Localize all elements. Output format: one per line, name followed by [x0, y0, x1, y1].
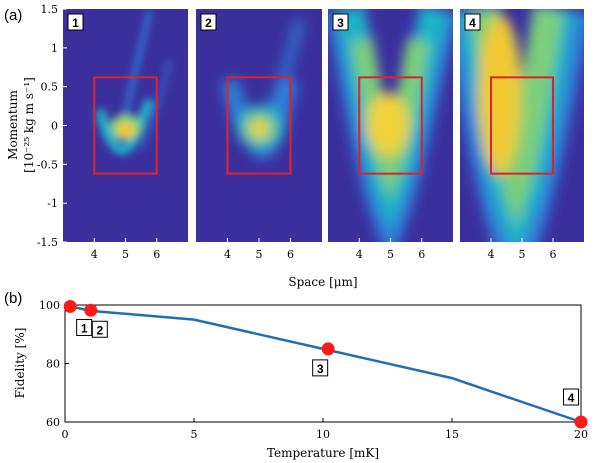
panel-badge-3: 3 [332, 13, 349, 31]
fidelity-xtick-label: 0 [62, 428, 69, 441]
heat-ytick-label: 0.5 [41, 81, 59, 94]
heat-xtick-label: 5 [122, 248, 129, 261]
svg-text:1: 1 [81, 321, 88, 335]
heat-ytick-label: 1.5 [41, 3, 59, 16]
fidelity-xtick-label: 10 [316, 428, 330, 441]
heat-ytick-label: -0.5 [37, 158, 58, 171]
fidelity-ylabel: Fidelity [%] [13, 328, 27, 399]
heatmap-panel-1 [63, 9, 188, 242]
heat-xtick-label: 6 [287, 248, 294, 261]
heat-ytick-label: -1.5 [37, 236, 58, 249]
heatmap-panel-4 [460, 9, 584, 242]
fidelity-marker-badge-3: 3 [312, 359, 329, 377]
fidelity-xtick-label: 5 [191, 428, 198, 441]
heat-xtick-label: 5 [256, 248, 263, 261]
heat-xtick-label: 6 [550, 248, 557, 261]
svg-text:2: 2 [96, 323, 103, 337]
heat-xtick-label: 4 [356, 248, 363, 261]
region-box-4 [490, 76, 554, 175]
heatmap-panel-2 [196, 9, 322, 242]
fidelity-marker-badge-4: 4 [563, 388, 579, 406]
fidelity-xlabel: Temperature [mK] [267, 446, 379, 460]
fidelity-marker-4 [574, 415, 588, 429]
heatmap-panel-3 [328, 9, 453, 242]
svg-text:3: 3 [337, 16, 344, 30]
heat-xtick-label: 6 [418, 248, 425, 261]
fidelity-marker-badge-1: 1 [76, 318, 93, 336]
fidelity-xtick-label: 20 [574, 428, 588, 441]
heatmap-ylabel-line1: Momentum [6, 90, 20, 160]
heat-xtick-label: 4 [91, 248, 98, 261]
panel-b-label: (b) [4, 290, 22, 307]
fidelity-marker-1 [63, 299, 77, 313]
region-box-1 [93, 76, 158, 175]
panel-badge-2: 2 [200, 13, 217, 31]
heatmap-xlabel: Space [μm] [288, 275, 357, 289]
svg-text:3: 3 [317, 362, 324, 376]
fidelity-ytick-label: 60 [46, 416, 60, 429]
svg-text:4: 4 [469, 16, 476, 30]
heat-xtick-label: 4 [488, 248, 495, 261]
heatmap-ylabel-line2: [10⁻²⁵ kg m s⁻¹] [22, 77, 36, 173]
panel-badge-4: 4 [464, 13, 481, 31]
fidelity-ytick-label: 80 [46, 358, 60, 371]
heat-ytick-label: -1 [47, 197, 58, 210]
svg-text:4: 4 [568, 391, 575, 405]
region-box-2 [226, 76, 292, 175]
fidelity-marker-badge-2: 2 [91, 320, 108, 338]
svg-text:1: 1 [72, 16, 79, 30]
panel-badge-1: 1 [67, 13, 84, 31]
svg-text:2: 2 [205, 16, 212, 30]
heat-ytick-label: 1 [51, 42, 58, 55]
heat-ytick-label: 0 [51, 120, 58, 133]
heat-xtick-label: 4 [224, 248, 231, 261]
heat-xtick-label: 6 [153, 248, 160, 261]
fidelity-xtick-label: 15 [445, 428, 459, 441]
fidelity-marker-3 [321, 342, 335, 356]
heat-xtick-label: 5 [519, 248, 526, 261]
region-box-3 [358, 76, 423, 175]
fidelity-ytick-label: 100 [39, 299, 60, 312]
heat-xtick-label: 5 [387, 248, 394, 261]
panel-a-label: (a) [4, 7, 22, 24]
fidelity-marker-2 [84, 303, 98, 317]
